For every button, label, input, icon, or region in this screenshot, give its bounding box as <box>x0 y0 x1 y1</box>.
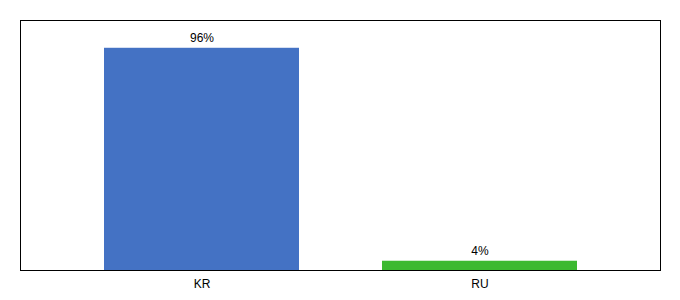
svg-text:96%: 96% <box>190 31 214 45</box>
svg-text:KR: KR <box>194 277 211 291</box>
svg-text:4%: 4% <box>471 244 489 258</box>
svg-text:RU: RU <box>471 277 488 291</box>
